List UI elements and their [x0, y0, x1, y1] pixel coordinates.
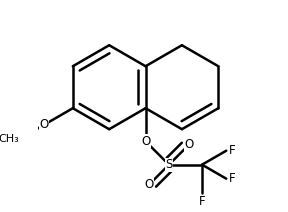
Text: O: O — [39, 118, 49, 131]
Text: S: S — [165, 158, 173, 171]
Text: F: F — [229, 144, 236, 157]
Text: O: O — [145, 178, 154, 191]
Text: O: O — [141, 135, 150, 148]
Text: CH₃: CH₃ — [0, 134, 19, 144]
Text: F: F — [229, 172, 236, 185]
Text: O: O — [184, 138, 193, 151]
Text: F: F — [199, 195, 205, 208]
